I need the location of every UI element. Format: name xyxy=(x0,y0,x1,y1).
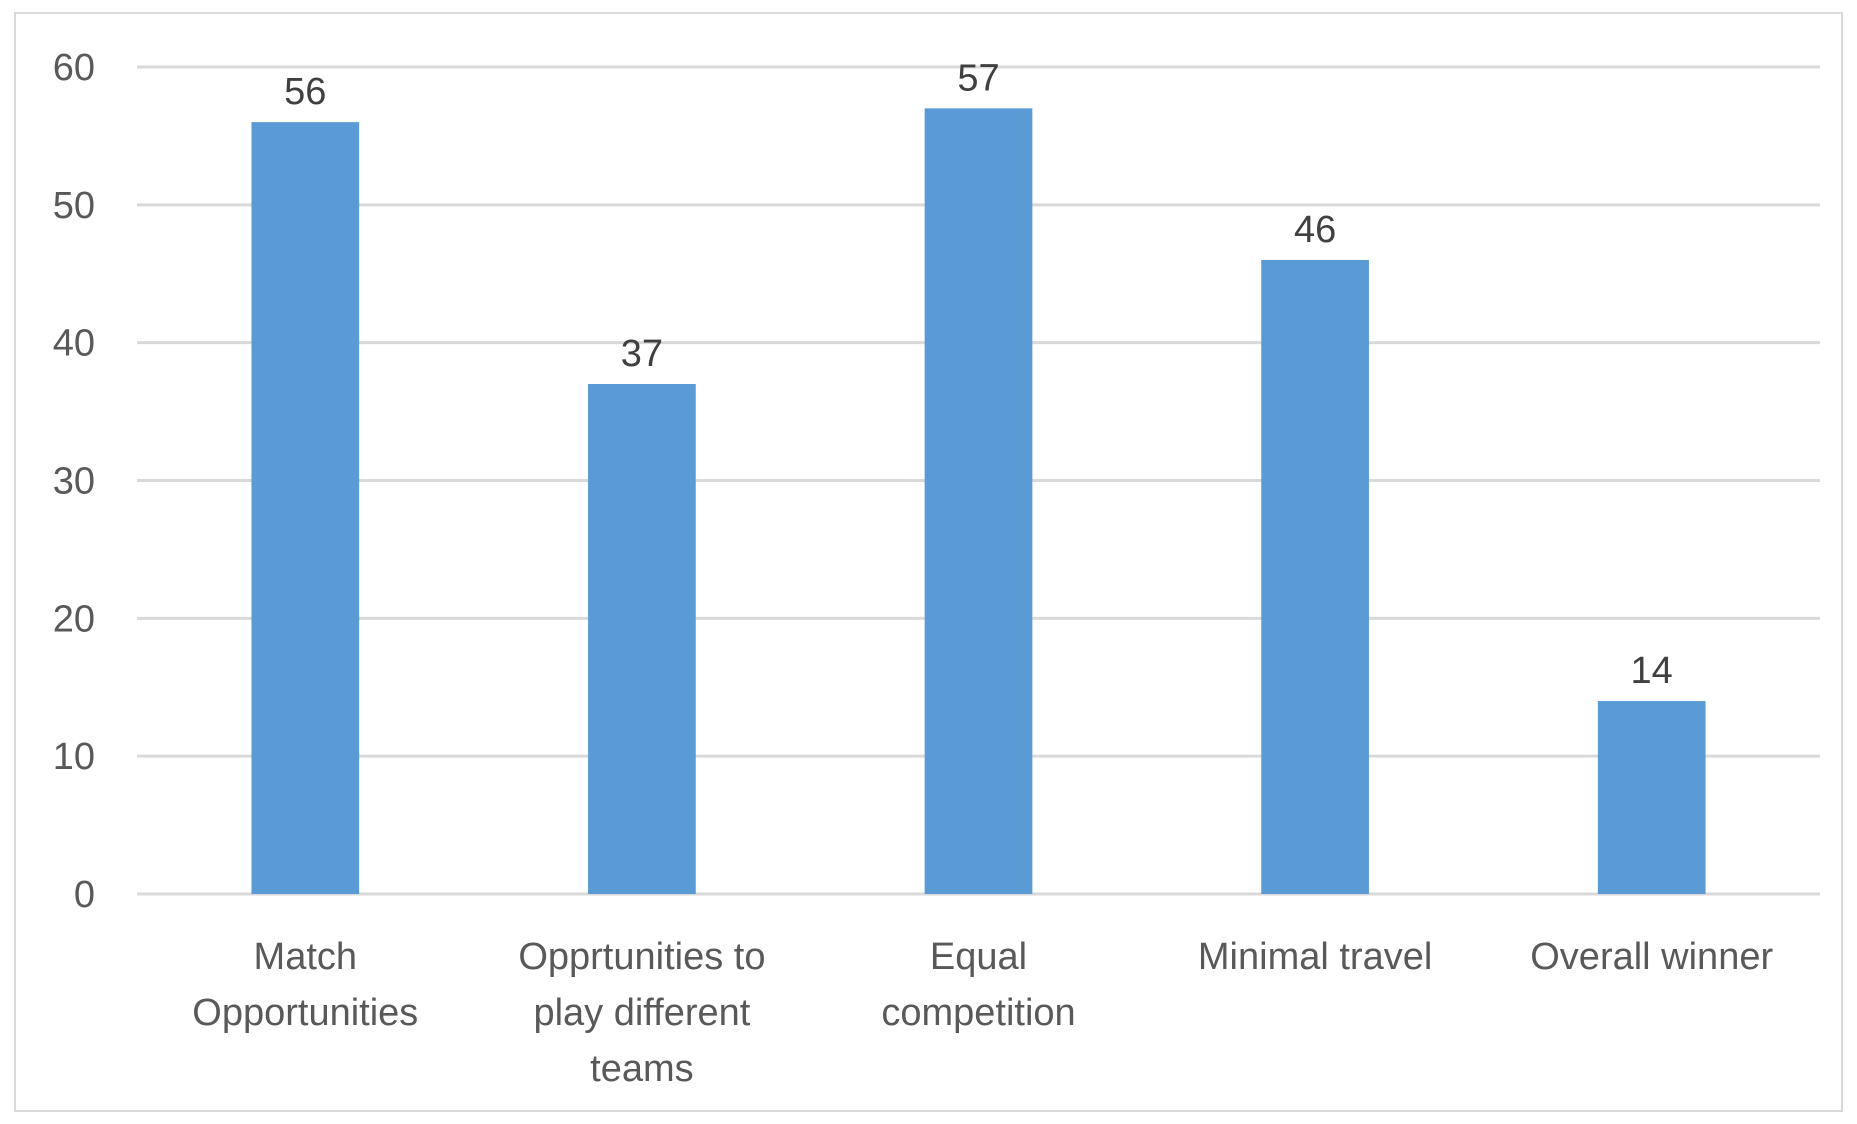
bar xyxy=(1261,259,1369,894)
category-label-line: Match xyxy=(254,936,357,978)
category-label: Equal competition xyxy=(881,936,1075,1034)
data-label: 14 xyxy=(1631,650,1673,692)
category-label: Overall winner xyxy=(1530,936,1773,978)
category-label-line: Overall winner xyxy=(1530,936,1773,978)
data-label: 37 xyxy=(621,333,663,375)
y-tick-label: 60 xyxy=(53,47,95,89)
y-tick-label: 50 xyxy=(53,185,95,227)
data-labels: 56 37 57 46 14 xyxy=(284,57,1673,692)
bar xyxy=(588,384,696,894)
data-label: 56 xyxy=(284,71,326,113)
data-label: 57 xyxy=(957,57,999,99)
category-label: Opprtunities to play different teams xyxy=(518,936,765,1090)
category-label-line: Opprtunities to xyxy=(518,936,765,978)
y-tick-label: 20 xyxy=(53,598,95,640)
category-label-line: Opportunities xyxy=(192,992,418,1034)
category-label-line: play different xyxy=(533,992,750,1034)
y-tick-label: 30 xyxy=(53,461,95,503)
bar xyxy=(1597,701,1706,894)
bar xyxy=(924,108,1033,895)
bars xyxy=(251,108,1706,895)
y-tick-label: 10 xyxy=(53,736,95,778)
bar xyxy=(251,122,360,895)
category-label-line: teams xyxy=(590,1048,693,1090)
category-label-line: Equal xyxy=(930,936,1027,978)
category-label: Minimal travel xyxy=(1198,936,1432,978)
y-tick-label: 0 xyxy=(74,874,95,916)
category-label-line: competition xyxy=(881,992,1075,1034)
data-label: 46 xyxy=(1294,209,1336,251)
category-label-line: Minimal travel xyxy=(1198,936,1432,978)
category-label: Match Opportunities xyxy=(192,936,418,1034)
y-tick-label: 40 xyxy=(53,323,95,365)
y-axis-tick-labels: 0 10 20 30 40 50 60 xyxy=(53,47,95,916)
x-axis-category-labels: Match Opportunities Opprtunities to play di… xyxy=(192,936,1773,1090)
